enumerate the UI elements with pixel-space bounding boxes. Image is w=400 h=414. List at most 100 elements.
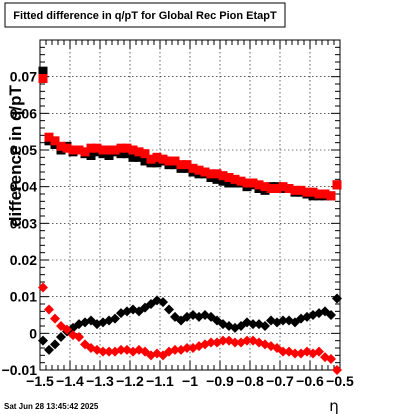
- data-point-diamond: [290, 348, 300, 359]
- data-point-square: [308, 187, 318, 197]
- data-point-square: [86, 151, 96, 160]
- data-point-square: [110, 145, 120, 155]
- data-point-square: [272, 184, 282, 193]
- x-tick-labels: −1.5 −1.4 −1.3 −1.2 −1.1 −1 −0.9 −0.8 −0.7 −0.6 −0…: [26, 373, 354, 389]
- y-tick-labels: −0.01 0 0.01 0.02 0.03 0.04 0.05 0.06 0.07: [2, 69, 38, 378]
- data-point-square: [224, 178, 234, 188]
- data-point-square: [134, 147, 144, 157]
- data-point-square: [194, 165, 204, 175]
- data-point-square: [176, 160, 186, 170]
- data-point-square: [290, 185, 300, 195]
- data-point-square: [218, 171, 228, 181]
- data-point-diamond: [260, 321, 270, 331]
- x-tick-label: −0.7: [266, 373, 294, 389]
- data-point-square: [56, 141, 66, 151]
- x-tick-label: −0.6: [296, 373, 324, 389]
- data-point-diamond: [326, 354, 336, 364]
- data-point-diamond: [206, 337, 216, 348]
- y-tick-label: 0.07: [10, 69, 37, 85]
- data-point-square: [152, 152, 162, 162]
- y-tick-label: 0.05: [10, 142, 37, 158]
- x-tick-label: −1: [182, 373, 198, 389]
- y-axis-label: difference in q/pT: [6, 85, 25, 227]
- data-point-diamond: [110, 313, 120, 324]
- data-point-diamond: [332, 293, 342, 304]
- title-frame: [4, 2, 286, 28]
- data-point-diamond: [164, 304, 174, 315]
- data-point-square: [116, 143, 126, 153]
- data-point-square: [188, 163, 198, 173]
- data-point-square: [302, 187, 312, 197]
- series-3: [38, 282, 342, 375]
- footer-timestamp: Sat Jun 28 13:45:42 2025: [4, 402, 99, 411]
- data-point-diamond: [104, 346, 114, 357]
- series-1: [38, 74, 342, 201]
- data-point-square: [314, 189, 324, 199]
- data-point-diamond: [278, 315, 288, 326]
- y-tick-label: 0.01: [10, 289, 37, 305]
- data-point-diamond: [98, 346, 108, 357]
- data-point-diamond: [158, 297, 168, 308]
- data-point-square: [278, 182, 288, 192]
- data-point-diamond: [170, 344, 180, 355]
- data-point-square: [74, 145, 84, 155]
- data-point-diamond: [242, 335, 252, 346]
- data-point-square: [50, 136, 60, 146]
- data-point-square: [248, 178, 258, 188]
- data-point-square: [128, 152, 138, 162]
- x-tick-label: −1.1: [146, 373, 174, 389]
- data-point-square: [122, 143, 132, 153]
- data-point-square: [218, 176, 228, 186]
- data-point-diamond: [248, 319, 258, 330]
- data-point-square: [86, 143, 96, 153]
- data-point-square: [38, 74, 48, 83]
- data-point-diamond: [74, 332, 84, 342]
- data-point-diamond: [182, 343, 192, 353]
- data-point-square: [146, 154, 156, 164]
- data-point-square: [62, 143, 72, 153]
- data-point-diamond: [218, 335, 228, 346]
- title-box: Fitted difference in q/pT for Global Rec…: [4, 2, 286, 28]
- data-point-square: [326, 191, 336, 201]
- data-point-diamond: [62, 324, 72, 335]
- data-point-square: [158, 154, 168, 164]
- data-point-diamond: [50, 339, 60, 350]
- data-point-square: [212, 174, 222, 184]
- axis-ticks: [39, 40, 341, 371]
- y-tick-label: 0: [29, 325, 37, 341]
- data-point-square: [44, 132, 54, 142]
- grid: [40, 40, 340, 371]
- data-point-diamond: [38, 335, 48, 346]
- data-point-square: [116, 149, 126, 159]
- data-point-square: [152, 158, 162, 168]
- y-tick-label: 0.03: [10, 215, 37, 231]
- data-point-square: [254, 180, 264, 190]
- data-point-square: [140, 149, 150, 159]
- data-points: [38, 66, 342, 375]
- data-point-square: [320, 189, 330, 199]
- data-point-square: [164, 156, 174, 166]
- x-tick-label: −0.9: [206, 373, 234, 389]
- data-point-square: [296, 185, 306, 195]
- data-point-square: [206, 169, 216, 179]
- data-point-square: [212, 169, 222, 179]
- y-tick-label: 0.06: [10, 105, 37, 121]
- data-point-diamond: [332, 365, 342, 375]
- data-point-square: [266, 184, 276, 193]
- data-point-diamond: [56, 332, 66, 342]
- data-point-diamond: [230, 337, 240, 348]
- data-point-square: [260, 182, 270, 192]
- data-point-square: [182, 160, 192, 170]
- series-2: [38, 293, 342, 355]
- x-tick-label: −1.5: [26, 373, 54, 389]
- chart-title: Fitted difference in q/pT for Global Rec…: [13, 10, 277, 22]
- y-tick-label: 0.04: [10, 179, 37, 195]
- data-point-square: [134, 152, 144, 162]
- data-point-diamond: [314, 346, 324, 357]
- data-point-diamond: [326, 310, 336, 320]
- data-point-square: [236, 176, 246, 186]
- data-point-square: [230, 174, 240, 184]
- data-point-square: [242, 178, 252, 188]
- data-point-square: [170, 156, 180, 166]
- data-point-diamond: [38, 282, 48, 293]
